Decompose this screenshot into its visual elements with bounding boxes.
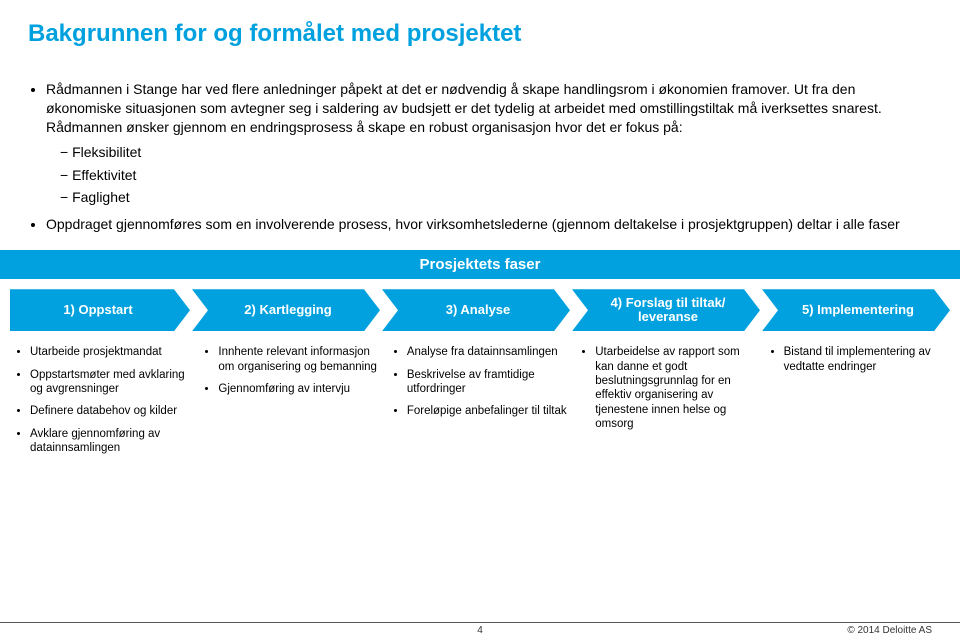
sub-bullet-list: Fleksibilitet Effektivitet Faglighet [46,143,932,208]
col1-item1: Utarbeide prosjektmandat [30,345,192,359]
phase-chevron-5: 5) Implementering [762,289,950,331]
col4-item1: Utarbeidelse av rapport som kan danne et… [595,345,757,431]
phases-band-title: Prosjektets faser [0,250,960,279]
bullet-1: Rådmannen i Stange har ved flere anledni… [46,80,932,207]
page-number: 4 [0,625,960,636]
page-footer: 4 © 2014 Deloitte AS [0,622,960,636]
phase-chevron-1: 1) Oppstart [10,289,190,331]
phase-chevron-3: 3) Analyse [382,289,570,331]
main-bullet-list: Rådmannen i Stange har ved flere anledni… [28,80,932,234]
col-5: Bistand til implementering av vedtatte e… [764,345,950,463]
col2-item2: Gjennomføring av intervju [218,382,380,396]
col1-item3: Definere databehov og kilder [30,404,192,418]
col1-item4: Avklare gjennomføring av datainnsamlinge… [30,427,192,456]
sub-bullet-1: Fleksibilitet [60,143,932,162]
col5-item1: Bistand til implementering av vedtatte e… [784,345,946,374]
col-2: Innhente relevant informasjon om organis… [198,345,384,463]
page-title: Bakgrunnen for og formålet med prosjekte… [28,20,932,48]
col1-item2: Oppstartsmøter med avklaring og avgrensn… [30,368,192,397]
bullet-2: Oppdraget gjennomføres som en involveren… [46,215,932,234]
col3-item3: Foreløpige anbefalinger til tiltak [407,404,569,418]
bullet-1-text: Rådmannen i Stange har ved flere anledni… [46,81,882,135]
col3-item2: Beskrivelse av framtidige utfordringer [407,368,569,397]
col3-item1: Analyse fra datainnsamlingen [407,345,569,359]
phase-chevron-4: 4) Forslag til tiltak/ leveranse [572,289,760,331]
col-4: Utarbeidelse av rapport som kan danne et… [575,345,761,463]
col-1: Utarbeide prosjektmandat Oppstartsmøter … [10,345,196,463]
copyright: © 2014 Deloitte AS [847,625,932,636]
chevron-row: 1) Oppstart 2) Kartlegging 3) Analyse 4)… [0,289,960,331]
sub-bullet-3: Faglighet [60,188,932,207]
sub-bullet-2: Effektivitet [60,166,932,185]
col2-item1: Innhente relevant informasjon om organis… [218,345,380,374]
phase-chevron-2: 2) Kartlegging [192,289,380,331]
phase-columns: Utarbeide prosjektmandat Oppstartsmøter … [0,345,960,463]
col-3: Analyse fra datainnsamlingen Beskrivelse… [387,345,573,463]
